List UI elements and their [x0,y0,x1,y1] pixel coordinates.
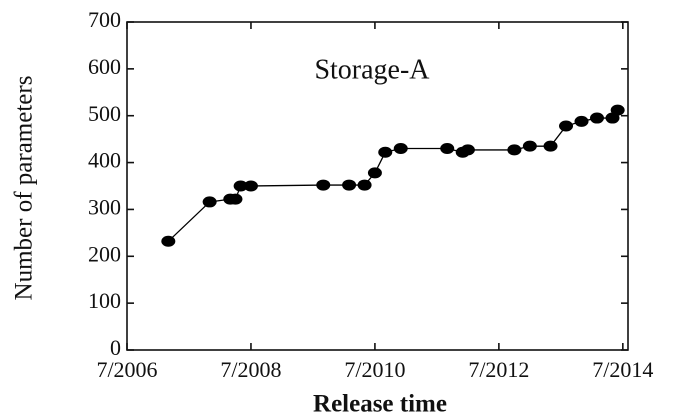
y-tick-label: 700 [88,7,121,32]
point [559,120,574,132]
y-tick-label: 300 [88,194,121,219]
x-tick-label: 7/2010 [344,357,405,382]
point [440,143,455,155]
point [574,115,589,127]
plot-frame [126,21,629,351]
point [233,180,248,192]
y-tick-label: 500 [88,101,121,126]
x-tick-label: 7/2006 [96,357,157,382]
annotation: Storage-A [314,54,430,85]
point [543,140,558,152]
point [342,179,357,191]
point [161,235,176,247]
y-tick-label: 0 [110,335,121,360]
point [507,144,522,156]
y-axis-label: Number of parameters [11,76,38,301]
series-line [167,109,619,242]
y-tick-label: 400 [88,148,121,173]
x-tick-label: 7/2012 [468,357,529,382]
point [378,146,393,158]
point [316,179,331,191]
x-axis-label: Release time [313,391,447,418]
y-tick-label: 600 [88,54,121,79]
y-tick-label: 200 [88,241,121,266]
point [590,112,605,124]
y-tick-label: 100 [88,288,121,313]
point [202,196,217,208]
point [522,140,537,152]
point [460,144,475,156]
point [228,193,243,205]
point [367,167,382,179]
point [357,179,372,191]
point [243,180,258,192]
point [610,104,625,116]
point [393,143,408,155]
x-tick-label: 7/2014 [592,357,653,382]
x-tick-label: 7/2008 [220,357,281,382]
